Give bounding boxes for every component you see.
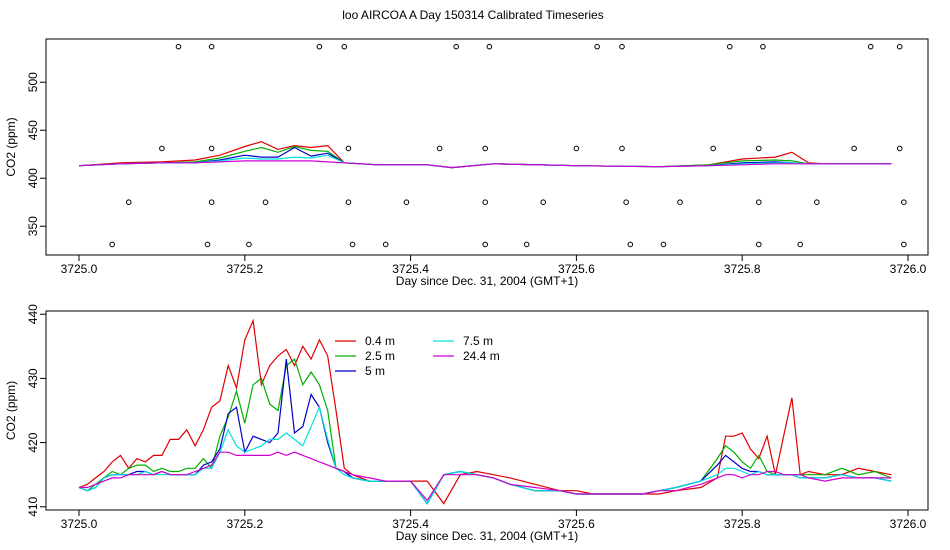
- marker-point: [755, 145, 762, 152]
- legend-label: 2.5 m: [365, 349, 395, 363]
- marker-point: [755, 199, 762, 205]
- marker-point: [175, 43, 182, 50]
- marker-point: [814, 199, 820, 205]
- y-tick-label: 430: [26, 368, 40, 388]
- marker-point: [760, 43, 766, 50]
- marker-point: [345, 199, 352, 205]
- marker-point: [619, 145, 625, 152]
- marker-point: [896, 145, 903, 152]
- y-tick-label: 420: [26, 432, 40, 452]
- marker-point: [896, 43, 903, 50]
- y-tick-label: 440: [26, 304, 40, 324]
- figure-title: loo AIRCOA A Day 150314 Calibrated Times…: [342, 8, 603, 22]
- legend-label: 24.4 m: [463, 349, 500, 363]
- marker-point: [436, 145, 443, 152]
- marker-point: [109, 241, 115, 248]
- y-tick-label: 350: [26, 216, 40, 236]
- x-tick-label: 3725.2: [226, 262, 263, 276]
- marker-point: [755, 241, 762, 248]
- series-line-24-4-m: [79, 451, 892, 502]
- x-tick-label: 3725.0: [61, 262, 98, 276]
- x-tick-label: 3726.0: [890, 262, 927, 276]
- legend-label: 0.4 m: [365, 334, 395, 348]
- marker-point: [208, 199, 215, 205]
- marker-point: [208, 43, 215, 50]
- series-line-5-m: [78, 359, 892, 505]
- x-tick-label: 3725.6: [558, 517, 595, 531]
- marker-point: [208, 145, 215, 152]
- marker-point: [710, 145, 716, 152]
- x-tick-label: 3725.2: [226, 517, 263, 531]
- y-axis-label: CO2 (ppm): [4, 381, 18, 440]
- marker-point: [341, 43, 348, 50]
- marker-point: [159, 145, 165, 152]
- top-panel: 3725.0 3725.2 3725.4 3725.6 3725.8 3726.0 350 4…: [4, 38, 929, 288]
- marker-point: [660, 241, 667, 248]
- y-tick-label: 410: [26, 496, 40, 516]
- marker-point: [797, 241, 804, 248]
- marker-point: [262, 199, 269, 205]
- marker-point: [345, 145, 352, 152]
- legend-label: 5 m: [365, 364, 385, 378]
- marker-point: [901, 199, 907, 205]
- y-tick-label: 400: [26, 168, 40, 188]
- marker-point: [482, 145, 489, 152]
- y-tick-label: 500: [26, 72, 40, 92]
- plot-frame: [45, 310, 929, 511]
- y-tick-label: 450: [26, 120, 40, 140]
- x-tick-label: 3726.0: [890, 517, 927, 531]
- marker-point: [867, 43, 874, 50]
- x-tick-label: 3725.4: [392, 262, 429, 276]
- marker-point: [523, 241, 530, 248]
- marker-point: [851, 145, 857, 152]
- marker-point: [627, 241, 634, 248]
- plot-frame: [45, 38, 929, 256]
- bottom-panel: 3725.0 3725.2 3725.4 3725.6 3725.8 3726.0 410 4…: [4, 304, 929, 543]
- x-tick-label: 3725.0: [61, 517, 98, 531]
- series-line-7-5-m: [78, 405, 892, 505]
- y-axis-label: CO2 (ppm): [4, 117, 18, 176]
- marker-point: [482, 241, 489, 248]
- x-axis-label: Day since Dec. 31, 2004 (GMT+1): [396, 274, 578, 288]
- marker-point: [619, 43, 625, 50]
- marker-point: [901, 241, 907, 248]
- marker-point: [482, 199, 489, 205]
- x-tick-label: 3725.8: [724, 262, 761, 276]
- marker-point: [453, 43, 459, 50]
- marker-point: [677, 199, 683, 205]
- marker-point: [125, 199, 132, 205]
- marker-point: [316, 43, 323, 50]
- legend-label: 7.5 m: [463, 334, 493, 348]
- marker-point: [573, 145, 580, 152]
- marker-point: [246, 241, 252, 248]
- x-tick-label: 3725.4: [392, 517, 429, 531]
- marker-point: [204, 241, 211, 248]
- x-tick-label: 3725.6: [558, 262, 595, 276]
- marker-point: [403, 199, 410, 205]
- marker-point: [382, 241, 389, 248]
- marker-point: [623, 199, 629, 205]
- series-line-2-5-m: [78, 358, 892, 505]
- marker-point: [486, 43, 493, 50]
- marker-point: [594, 43, 600, 50]
- series-line-24-4-m: [78, 160, 892, 169]
- marker-point: [726, 43, 733, 50]
- marker-point: [349, 241, 356, 248]
- x-axis-label: Day since Dec. 31, 2004 (GMT+1): [396, 529, 578, 543]
- x-tick-label: 3725.8: [724, 517, 761, 531]
- marker-point: [540, 199, 547, 205]
